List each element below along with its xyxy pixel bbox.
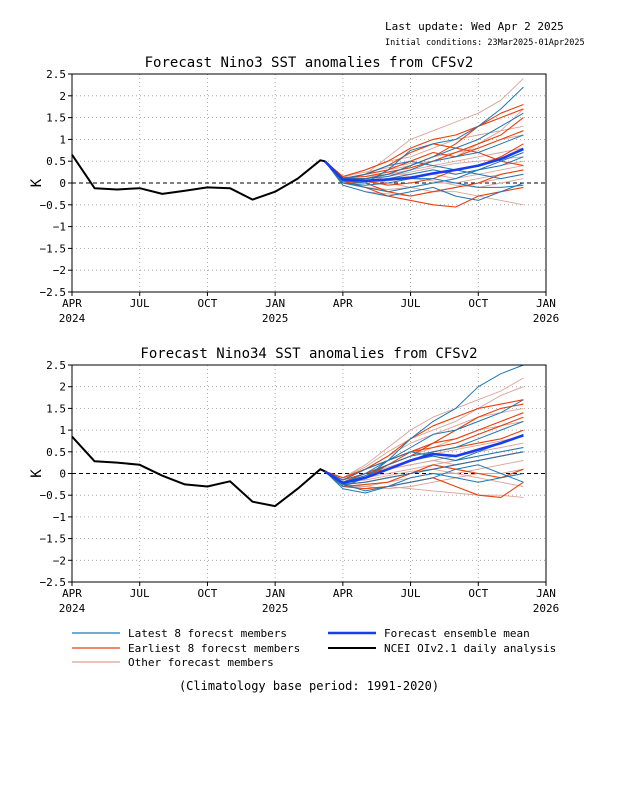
latest-member-line — [324, 160, 524, 188]
latest-member-line — [324, 420, 524, 483]
earliest-member-line — [324, 103, 524, 178]
x-tick-label: APR — [62, 587, 82, 600]
latest-member-line — [324, 464, 524, 494]
y-tick-label: −1.5 — [40, 242, 67, 255]
observed-line — [71, 154, 325, 201]
legend-label-observed: NCEI OIv2.1 daily analysis — [384, 642, 556, 655]
earliest-member-line — [324, 108, 524, 180]
x-tick-label: JAN — [265, 587, 285, 600]
y-tick-label: 0.5 — [46, 446, 66, 459]
y-tick-label: −1 — [53, 511, 66, 524]
y-tick-label: −1 — [53, 221, 66, 234]
x-tick-label: JUL — [401, 297, 421, 310]
ensemble-mean-line — [324, 434, 524, 485]
nino3-chart: Forecast Nino3 SST anomalies from CFSv2 −… — [29, 55, 559, 325]
x-tick-year-label: 2024 — [59, 312, 86, 325]
x-tick-year-label: 2025 — [262, 312, 289, 325]
footnote: (Climatology base period: 1991-2020) — [179, 679, 439, 693]
y-tick-label: 1.5 — [46, 402, 66, 415]
x-tick-label: APR — [333, 587, 353, 600]
y-tick-label: 0.5 — [46, 155, 66, 168]
latest-member-line — [324, 160, 524, 201]
y-tick-label: −0.5 — [40, 199, 67, 212]
y-tick-label: 1 — [59, 424, 66, 437]
latest-member-line — [324, 451, 524, 485]
latest-member-line — [324, 399, 524, 483]
x-tick-year-label: 2025 — [262, 602, 289, 615]
legend: Latest 8 forecst members Earliest 8 forec… — [72, 627, 556, 669]
x-tick-year-label: 2026 — [533, 312, 560, 325]
earliest-member-line — [324, 464, 524, 488]
x-tick-label: OCT — [197, 297, 217, 310]
y-tick-label: −2.5 — [40, 576, 67, 589]
y-tick-label: 1.5 — [46, 112, 66, 125]
x-tick-label: OCT — [468, 297, 488, 310]
x-tick-label: JUL — [130, 587, 150, 600]
y-tick-label: 2.5 — [46, 359, 66, 372]
earliest-member-line — [324, 412, 524, 479]
observed-line — [71, 435, 326, 508]
other-member-line — [324, 108, 524, 177]
other-member-line — [324, 377, 524, 479]
nino34-chart: Forecast Nino34 SST anomalies from CFSv2… — [29, 346, 559, 615]
y-tick-label: −1.5 — [40, 533, 67, 546]
x-tick-label: APR — [333, 297, 353, 310]
latest-member-line — [324, 160, 524, 180]
latest-member-line — [324, 364, 524, 487]
other-member-line — [324, 407, 524, 479]
y-tick-label: 0 — [59, 468, 66, 481]
earliest-member-line — [324, 160, 524, 197]
legend-label-mean: Forecast ensemble mean — [384, 627, 530, 640]
legend-label-latest: Latest 8 forecst members — [128, 627, 287, 640]
x-tick-label: APR — [62, 297, 82, 310]
y-tick-label: −2 — [53, 554, 66, 567]
legend-label-other: Other forecast members — [128, 656, 274, 669]
legend-label-earliest: Earliest 8 forecst members — [128, 642, 300, 655]
y-axis-label: K — [29, 469, 45, 478]
chart-title: Forecast Nino34 SST anomalies from CFSv2 — [140, 346, 477, 362]
y-tick-label: −2 — [53, 264, 66, 277]
y-tick-label: 2 — [59, 381, 66, 394]
initial-conditions-text: Initial conditions: 23Mar2025-01Apr2025 — [385, 38, 585, 48]
x-tick-label: OCT — [197, 587, 217, 600]
y-tick-label: 2.5 — [46, 68, 66, 81]
y-tick-label: −0.5 — [40, 489, 67, 502]
x-tick-label: JUL — [130, 297, 150, 310]
x-tick-label: JAN — [536, 297, 556, 310]
y-tick-label: −2.5 — [40, 286, 67, 299]
x-tick-year-label: 2026 — [533, 602, 560, 615]
x-tick-label: JUL — [401, 587, 421, 600]
latest-member-line — [324, 470, 524, 492]
latest-member-line — [324, 86, 524, 184]
x-tick-label: JAN — [536, 587, 556, 600]
y-tick-label: 0 — [59, 177, 66, 190]
x-tick-year-label: 2024 — [59, 602, 86, 615]
other-member-line — [324, 386, 524, 479]
y-tick-label: 1 — [59, 133, 66, 146]
ensemble-mean-line — [323, 147, 524, 183]
y-axis-label: K — [29, 178, 45, 187]
y-tick-label: 2 — [59, 90, 66, 103]
chart-title: Forecast Nino3 SST anomalies from CFSv2 — [145, 55, 474, 71]
x-tick-label: JAN — [265, 297, 285, 310]
last-update-text: Last update: Wed Apr 2 2025 — [385, 20, 564, 33]
x-tick-label: OCT — [468, 587, 488, 600]
latest-member-line — [324, 156, 524, 193]
